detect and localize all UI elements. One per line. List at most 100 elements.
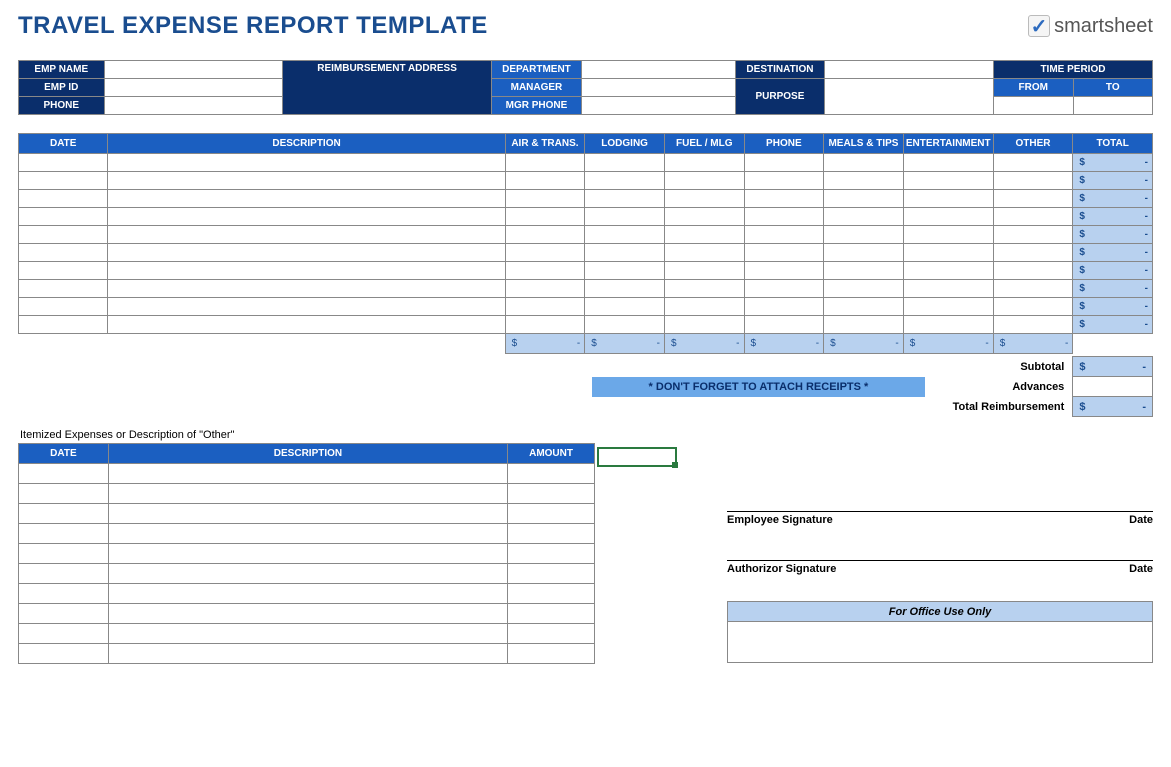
expense-cell[interactable] — [664, 244, 744, 262]
input-mgr-phone[interactable] — [581, 97, 735, 115]
input-emp-id[interactable] — [104, 79, 282, 97]
expense-cell[interactable] — [993, 226, 1073, 244]
expense-cell[interactable] — [824, 208, 904, 226]
itemized-cell[interactable] — [19, 644, 109, 664]
expense-cell[interactable] — [108, 280, 505, 298]
input-from[interactable] — [993, 97, 1073, 115]
itemized-cell[interactable] — [508, 624, 595, 644]
itemized-cell[interactable] — [508, 584, 595, 604]
input-to[interactable] — [1073, 97, 1153, 115]
itemized-cell[interactable] — [508, 464, 595, 484]
itemized-cell[interactable] — [108, 484, 507, 504]
itemized-cell[interactable] — [508, 644, 595, 664]
itemized-cell[interactable] — [108, 564, 507, 584]
expense-cell[interactable] — [824, 154, 904, 172]
expense-cell[interactable] — [744, 172, 824, 190]
expense-cell[interactable] — [19, 244, 108, 262]
itemized-cell[interactable] — [508, 484, 595, 504]
expense-cell[interactable] — [585, 262, 665, 280]
expense-cell[interactable] — [744, 208, 824, 226]
expense-cell[interactable] — [824, 244, 904, 262]
expense-cell[interactable] — [505, 316, 585, 334]
input-department[interactable] — [581, 61, 735, 79]
expense-cell[interactable] — [505, 226, 585, 244]
expense-cell[interactable] — [903, 154, 993, 172]
itemized-cell[interactable] — [19, 524, 109, 544]
expense-cell[interactable] — [993, 316, 1073, 334]
expense-cell[interactable] — [824, 298, 904, 316]
expense-cell[interactable] — [585, 298, 665, 316]
expense-cell[interactable] — [585, 190, 665, 208]
expense-cell[interactable] — [903, 226, 993, 244]
expense-cell[interactable] — [664, 280, 744, 298]
expense-cell[interactable] — [505, 190, 585, 208]
itemized-cell[interactable] — [108, 464, 507, 484]
expense-cell[interactable] — [664, 298, 744, 316]
expense-cell[interactable] — [108, 244, 505, 262]
expense-cell[interactable] — [993, 154, 1073, 172]
itemized-cell[interactable] — [108, 524, 507, 544]
expense-cell[interactable] — [19, 316, 108, 334]
expense-cell[interactable] — [108, 208, 505, 226]
expense-cell[interactable] — [108, 226, 505, 244]
expense-cell[interactable] — [19, 154, 108, 172]
expense-cell[interactable] — [903, 172, 993, 190]
expense-cell[interactable] — [744, 280, 824, 298]
itemized-cell[interactable] — [108, 544, 507, 564]
itemized-cell[interactable] — [108, 584, 507, 604]
input-emp-name[interactable] — [104, 61, 282, 79]
expense-cell[interactable] — [664, 208, 744, 226]
expense-cell[interactable] — [108, 316, 505, 334]
expense-cell[interactable] — [108, 172, 505, 190]
expense-cell[interactable] — [108, 262, 505, 280]
expense-cell[interactable] — [19, 190, 108, 208]
expense-cell[interactable] — [903, 280, 993, 298]
expense-cell[interactable] — [505, 280, 585, 298]
itemized-cell[interactable] — [19, 624, 109, 644]
itemized-cell[interactable] — [19, 484, 109, 504]
itemized-cell[interactable] — [19, 544, 109, 564]
expense-cell[interactable] — [824, 190, 904, 208]
expense-cell[interactable] — [824, 226, 904, 244]
expense-cell[interactable] — [585, 244, 665, 262]
itemized-cell[interactable] — [508, 524, 595, 544]
expense-cell[interactable] — [664, 172, 744, 190]
expense-cell[interactable] — [664, 262, 744, 280]
expense-cell[interactable] — [505, 298, 585, 316]
expense-cell[interactable] — [19, 208, 108, 226]
expense-cell[interactable] — [993, 280, 1073, 298]
expense-cell[interactable] — [108, 298, 505, 316]
expense-cell[interactable] — [993, 298, 1073, 316]
input-phone[interactable] — [104, 97, 282, 115]
expense-cell[interactable] — [744, 154, 824, 172]
expense-cell[interactable] — [824, 280, 904, 298]
value-advances[interactable] — [1073, 377, 1153, 397]
itemized-cell[interactable] — [508, 504, 595, 524]
expense-cell[interactable] — [993, 208, 1073, 226]
expense-cell[interactable] — [903, 262, 993, 280]
expense-cell[interactable] — [505, 172, 585, 190]
itemized-cell[interactable] — [19, 604, 109, 624]
expense-cell[interactable] — [903, 316, 993, 334]
expense-cell[interactable] — [108, 190, 505, 208]
expense-cell[interactable] — [585, 316, 665, 334]
input-destination[interactable] — [825, 61, 994, 79]
expense-cell[interactable] — [585, 208, 665, 226]
expense-cell[interactable] — [744, 244, 824, 262]
expense-cell[interactable] — [664, 316, 744, 334]
itemized-cell[interactable] — [19, 464, 109, 484]
expense-cell[interactable] — [19, 172, 108, 190]
expense-cell[interactable] — [108, 154, 505, 172]
expense-cell[interactable] — [744, 226, 824, 244]
expense-cell[interactable] — [824, 172, 904, 190]
expense-cell[interactable] — [585, 172, 665, 190]
expense-cell[interactable] — [664, 154, 744, 172]
expense-cell[interactable] — [505, 208, 585, 226]
expense-cell[interactable] — [993, 262, 1073, 280]
expense-cell[interactable] — [585, 154, 665, 172]
expense-cell[interactable] — [824, 262, 904, 280]
expense-cell[interactable] — [505, 262, 585, 280]
itemized-cell[interactable] — [19, 504, 109, 524]
expense-cell[interactable] — [744, 298, 824, 316]
itemized-cell[interactable] — [508, 604, 595, 624]
